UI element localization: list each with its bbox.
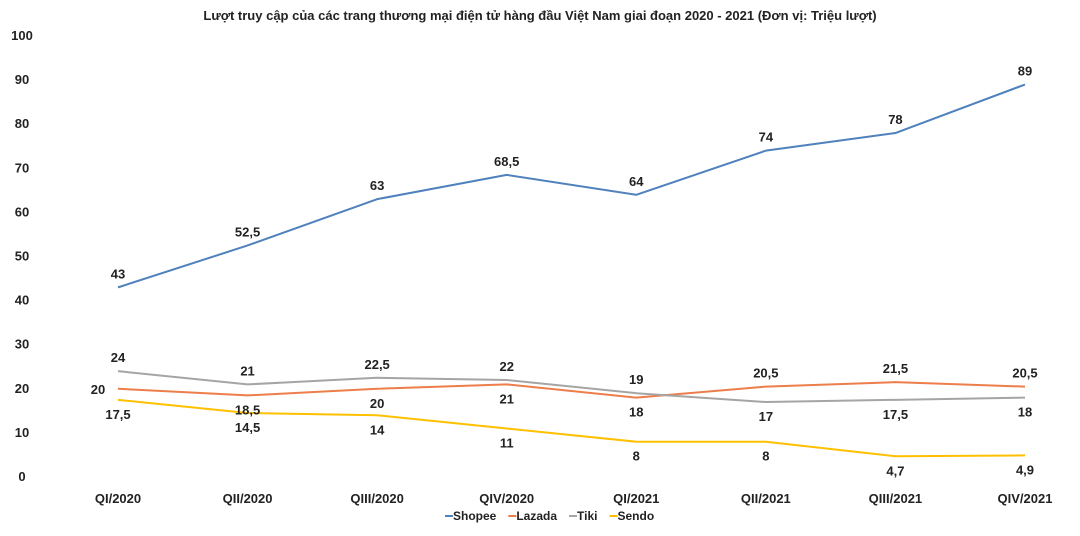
x-tick-label: QIV/2021	[998, 491, 1053, 506]
data-label-lazada: 21	[499, 391, 513, 406]
y-tick-label: 90	[15, 72, 29, 87]
x-tick-label: QII/2021	[741, 491, 791, 506]
data-label-lazada: 18,5	[235, 402, 260, 417]
data-label-tiki: 17	[759, 409, 773, 424]
data-label-lazada: 20	[370, 396, 384, 411]
legend-label-tiki: Tiki	[577, 509, 597, 523]
data-label-sendo: 8	[633, 449, 640, 464]
legend-label-lazada: Lazada	[516, 509, 557, 523]
x-tick-label: QI/2020	[95, 491, 141, 506]
data-label-lazada: 20,5	[753, 366, 778, 381]
y-tick-label: 20	[15, 381, 29, 396]
data-label-sendo: 4,9	[1016, 462, 1034, 477]
legend-label-shopee: Shopee	[453, 509, 497, 523]
data-label-lazada: 18	[629, 405, 643, 420]
x-tick-label: QII/2020	[223, 491, 273, 506]
data-label-sendo: 11	[500, 435, 514, 450]
x-tick-label: QIV/2020	[479, 491, 534, 506]
data-label-lazada: 21,5	[883, 361, 908, 376]
y-tick-label: 0	[18, 469, 25, 484]
data-label-lazada: 20,5	[1012, 366, 1037, 381]
data-label-sendo: 4,7	[886, 463, 904, 478]
y-tick-label: 10	[15, 425, 29, 440]
data-label-sendo: 8	[762, 449, 769, 464]
data-label-sendo: 14,5	[235, 420, 260, 435]
series-line-sendo	[117, 398, 1026, 458]
data-label-shopee: 52,5	[235, 224, 260, 239]
data-label-tiki: 19	[629, 372, 643, 387]
data-label-shopee: 63	[370, 178, 384, 193]
data-label-shopee: 78	[888, 112, 902, 127]
data-label-shopee: 74	[759, 130, 774, 145]
x-tick-label: QIII/2020	[350, 491, 403, 506]
data-label-tiki: 22,5	[364, 357, 389, 372]
data-label-tiki: 22	[499, 359, 513, 374]
data-label-sendo: 17,5	[105, 407, 130, 422]
data-label-tiki: 18	[1018, 405, 1032, 420]
y-tick-label: 70	[15, 160, 29, 175]
data-label-tiki: 24	[111, 350, 126, 365]
data-label-sendo: 14	[370, 422, 385, 437]
y-tick-label: 40	[15, 293, 29, 308]
data-label-tiki: 17,5	[883, 407, 908, 422]
y-tick-label: 80	[15, 116, 29, 131]
series-line-lazada	[117, 381, 1026, 399]
series-line-tiki	[117, 370, 1026, 404]
data-label-shopee: 68,5	[494, 154, 519, 169]
data-label-lazada: 20	[91, 382, 105, 397]
data-label-shopee: 43	[111, 266, 125, 281]
x-tick-label: QIII/2021	[869, 491, 922, 506]
data-label-shopee: 89	[1018, 64, 1032, 79]
series-line-shopee	[117, 83, 1026, 289]
data-label-shopee: 64	[629, 174, 644, 189]
legend-label-sendo: Sendo	[618, 509, 655, 523]
y-tick-label: 60	[15, 204, 29, 219]
chart-title: Lượt truy cập của các trang thương mại đ…	[203, 8, 877, 23]
data-label-tiki: 21	[240, 363, 254, 378]
y-tick-label: 100	[11, 28, 33, 43]
x-tick-label: QI/2021	[613, 491, 659, 506]
y-tick-label: 30	[15, 337, 29, 352]
y-tick-label: 50	[15, 249, 29, 264]
